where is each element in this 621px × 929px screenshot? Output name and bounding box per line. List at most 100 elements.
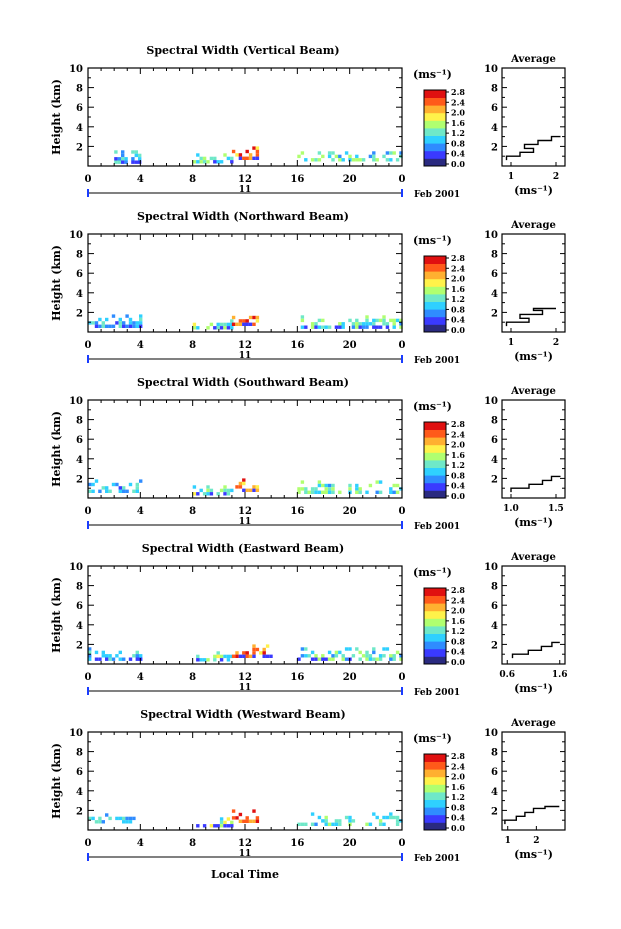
heatmap-cell (368, 654, 373, 658)
average-y-tick-label: 8 (491, 84, 498, 95)
heatmap-cell (125, 324, 129, 328)
panel-title: Spectral Width (Westward Beam) (140, 708, 345, 721)
colorbar-swatch (424, 467, 446, 476)
heatmap-cell (117, 157, 121, 161)
heatmap-cell (361, 325, 366, 329)
heatmap-cell (219, 326, 224, 330)
x-axis-label: Local Time (211, 868, 279, 881)
heatmap-cell (304, 654, 308, 658)
heatmap-cell (196, 492, 200, 496)
colorbar-unit: (ms⁻¹) (413, 732, 452, 745)
heatmap-cell (310, 158, 315, 162)
heatmap-cell (111, 314, 116, 318)
x-tick-label: 0 (399, 672, 406, 683)
heatmap-cell (355, 158, 359, 162)
colorbar-tick-label: 1.2 (451, 626, 465, 636)
heatmap-cell (300, 318, 305, 323)
heatmap-cell (115, 321, 119, 325)
y-tick-label: 8 (76, 416, 83, 427)
plot-frame (87, 565, 403, 665)
heatmap-cell (399, 151, 403, 155)
heatmap-cell (300, 480, 305, 484)
colorbar-tick-label: 0.4 (451, 813, 465, 823)
heatmap-cell (128, 321, 133, 325)
heatmap-cell (226, 824, 231, 828)
heatmap-cell (118, 489, 122, 493)
heatmap-cell (355, 325, 359, 329)
heatmap-cell (368, 322, 373, 326)
colorbar-swatch (424, 490, 446, 499)
heatmap-cell (310, 812, 315, 816)
heatmap-cell (219, 160, 224, 164)
heatmap-cell (192, 492, 197, 496)
heatmap-cell (355, 318, 359, 323)
y-tick-label: 4 (76, 621, 83, 632)
x-tick-label: 0 (85, 506, 92, 517)
heatmap-cell (122, 324, 126, 328)
heatmap-cell (314, 158, 318, 162)
heatmap-cell (199, 160, 203, 164)
heatmap-cell (252, 322, 256, 326)
heatmap-cell (314, 325, 318, 329)
colorbar-swatch (424, 641, 446, 650)
heatmap-cell (355, 487, 359, 491)
panel-title: Spectral Width (Southward Beam) (137, 376, 349, 389)
heatmap-cell (321, 657, 325, 661)
x-tick-label: 16 (290, 506, 304, 517)
heatmap-cell (88, 657, 92, 661)
heatmap-cell (252, 819, 256, 823)
colorbar-frame (423, 255, 447, 333)
heatmap-cell (338, 325, 342, 329)
y-tick-label: 10 (69, 562, 83, 573)
average-y-tick-label: 4 (491, 621, 498, 632)
heatmap-cell (101, 324, 105, 328)
heatmap-cell (365, 318, 369, 323)
average-x-tick-label: 1.0 (503, 504, 519, 514)
heatmap-cell (230, 654, 234, 659)
heatmap-cell (252, 654, 256, 658)
heatmap-cell (324, 490, 328, 494)
heatmap-cell (114, 157, 118, 161)
heatmap-cell (101, 654, 105, 658)
heatmap-cell (128, 657, 133, 661)
heatmap-cell (317, 325, 322, 329)
colorbar-swatch (424, 784, 446, 793)
heatmap-cell (226, 488, 231, 493)
heatmap-cell (265, 644, 270, 648)
average-frame (501, 731, 566, 831)
heatmap-cell (399, 322, 403, 326)
date-label: Feb 2001 (414, 522, 460, 532)
heatmap-cell (139, 314, 143, 318)
heatmap-cell (317, 480, 322, 484)
heatmap-cell (327, 650, 332, 655)
day-label: 11 (239, 849, 252, 859)
heatmap-cell (382, 654, 386, 658)
heatmap-cell (327, 490, 332, 494)
heatmap-cell (248, 315, 253, 320)
heatmap-cell (248, 488, 253, 492)
heatmap-cell (392, 483, 396, 488)
average-x-tick-label: 1 (508, 172, 514, 182)
average-frame (501, 399, 566, 499)
panel-2: Spectral Width (Northward Beam)246810Hei… (50, 210, 566, 366)
heatmap-cell (105, 813, 109, 817)
heatmap-cell (300, 654, 305, 658)
colorbar-swatch (424, 158, 446, 167)
heatmap-cell (223, 326, 227, 330)
heatmap-cell (226, 817, 231, 821)
heatmap-cell (385, 815, 390, 820)
panel-title: Spectral Width (Eastward Beam) (142, 542, 344, 555)
average-profile (505, 307, 556, 327)
colorbar-tick-label: 0.0 (451, 325, 465, 335)
average-x-label: (ms⁻¹) (514, 350, 553, 363)
heatmap-cell (226, 156, 231, 161)
heatmap-cell (331, 158, 335, 162)
heatmap-cell (196, 326, 200, 330)
colorbar-tick-label: 2.4 (451, 263, 465, 273)
panel-3: Spectral Width (Southward Beam) 2 4 6 8 10 Hei… (50, 376, 566, 532)
heatmap-cell (91, 321, 95, 325)
heatmap-cell (361, 158, 366, 162)
heatmap-cell (206, 492, 210, 496)
average-frame (501, 233, 566, 333)
x-tick-label: 8 (189, 506, 196, 517)
